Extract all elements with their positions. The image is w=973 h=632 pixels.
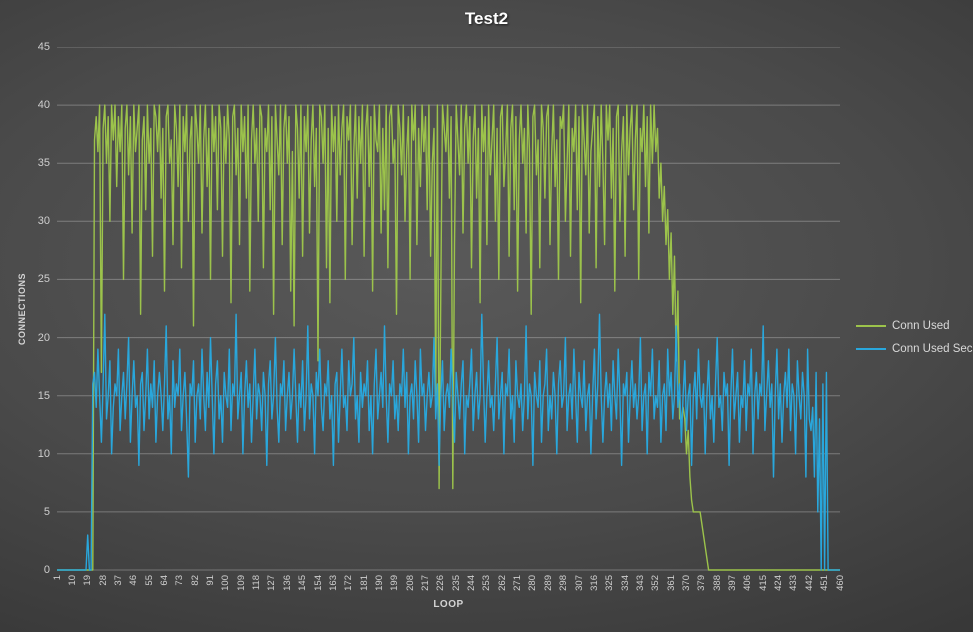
x-tick-label: 352 [650,575,662,591]
y-tick-label: 10 [37,447,50,460]
x-tick-label: 253 [481,575,493,591]
y-tick-label: 25 [37,273,50,286]
legend: Conn Used Conn Used Sec [856,314,973,360]
legend-item: Conn Used [856,314,973,337]
chart-title: Test2 [464,9,509,28]
x-tick-label: 73 [174,575,186,586]
series-line-0 [57,104,840,571]
x-tick-label: 208 [404,575,416,591]
x-tick-label: 379 [696,575,708,591]
x-tick-label: 433 [788,575,800,591]
x-tick-label: 1 [51,575,63,581]
x-tick-label: 235 [450,575,462,591]
x-tick-label: 82 [189,575,201,586]
x-tick-label: 145 [297,575,309,591]
series-line-1 [57,313,840,571]
x-tick-label: 163 [327,575,339,591]
x-tick-label: 136 [281,575,293,591]
x-tick-label: 172 [343,575,355,591]
x-tick-label: 91 [205,575,217,586]
x-tick-label: 217 [419,575,431,591]
x-tick-label: 397 [727,575,739,591]
x-tick-label: 298 [558,575,570,591]
x-tick-label: 64 [158,575,170,586]
legend-line-swatch-green [856,324,886,327]
x-tick-label: 181 [358,575,370,591]
x-tick-label: 460 [834,575,846,591]
y-axis-title: CONNECTIONS [17,273,27,346]
x-tick-label: 190 [373,575,385,591]
x-tick-label: 307 [573,575,585,591]
x-tick-label: 370 [680,575,692,591]
plot-area [57,47,840,571]
x-tick-label: 289 [542,575,554,591]
legend-label: Conn Used [892,319,950,332]
x-tick-label: 199 [389,575,401,591]
x-tick-label: 262 [496,575,508,591]
x-tick-label: 109 [235,575,247,591]
x-tick-label: 334 [619,575,631,591]
x-tick-label: 19 [82,575,94,586]
x-tick-label: 55 [143,575,155,586]
x-tick-label: 442 [803,575,815,591]
y-tick-label: 20 [37,331,50,344]
y-tick-label: 40 [37,99,50,112]
x-tick-label: 37 [112,575,124,586]
x-tick-label: 343 [634,575,646,591]
x-tick-label: 388 [711,575,723,591]
x-axis-title: LOOP [433,599,464,610]
x-tick-label: 127 [266,575,278,591]
legend-item: Conn Used Sec [856,337,973,360]
x-tick-label: 271 [512,575,524,591]
x-tick-label: 406 [742,575,754,591]
x-tick-label: 10 [66,575,78,586]
x-tick-label: 118 [251,575,263,591]
y-tick-label: 30 [37,215,50,228]
x-tick-label: 316 [588,575,600,591]
y-tick-label: 15 [37,389,50,402]
x-tick-label: 46 [128,575,140,586]
x-tick-label: 28 [97,575,109,586]
x-tick-label: 325 [604,575,616,591]
x-tick-label: 226 [435,575,447,591]
x-tick-label: 100 [220,575,232,591]
legend-label: Conn Used Sec [892,342,973,355]
y-tick-label: 35 [37,157,50,170]
x-tick-label: 451 [819,575,831,591]
legend-line-swatch-blue [856,347,886,350]
y-tick-label: 45 [37,41,50,53]
x-tick-label: 424 [773,575,785,591]
x-tick-label: 244 [466,575,478,591]
y-tick-label: 5 [43,505,50,518]
x-tick-label: 154 [312,575,324,591]
y-tick-label: 0 [43,564,50,576]
x-tick-label: 280 [527,575,539,591]
x-tick-label: 361 [665,575,677,591]
x-tick-label: 415 [757,575,769,591]
